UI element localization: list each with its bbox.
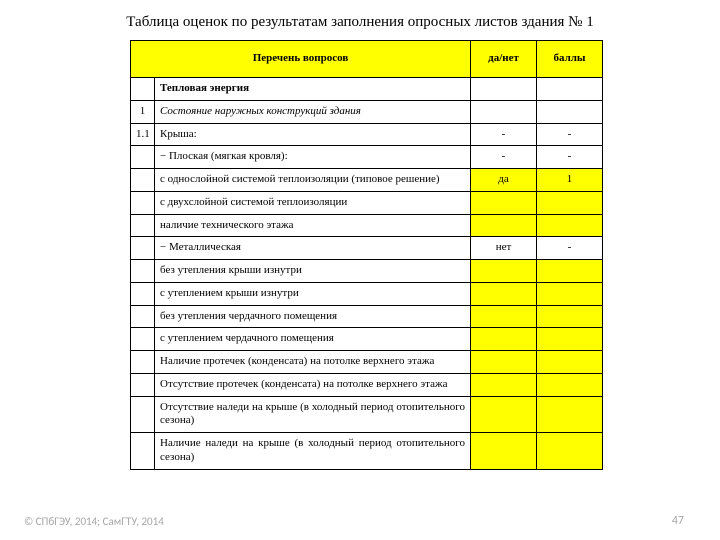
row-score [537,78,603,101]
row-yn [471,396,537,433]
table-row: с однослойной системой теплоизоляции (ти… [131,169,603,192]
row-text: Наличие наледи на крыше (в холодный пери… [155,433,471,470]
row-number [131,433,155,470]
row-text: Наличие протечек (конденсата) на потолке… [155,351,471,374]
table-row: − Плоская (мягкая кровля):-- [131,146,603,169]
table-row: с двухслойной системой теплоизоляции [131,191,603,214]
row-score [537,433,603,470]
row-text: Отсутствие наледи на крыше (в холодный п… [155,396,471,433]
row-number [131,169,155,192]
row-score [537,305,603,328]
row-text: с однослойной системой теплоизоляции (ти… [155,169,471,192]
row-score [537,351,603,374]
row-score: 1 [537,169,603,192]
table-row: Наличие протечек (конденсата) на потолке… [131,351,603,374]
table-row: Тепловая энергия [131,78,603,101]
row-number [131,214,155,237]
table-row: с утеплением чердачного помещения [131,328,603,351]
row-number: 1.1 [131,123,155,146]
table-row: наличие технического этажа [131,214,603,237]
header-score: баллы [537,41,603,78]
row-score [537,260,603,283]
row-text: − Металлическая [155,237,471,260]
row-text: наличие технического этажа [155,214,471,237]
header-questions: Перечень вопросов [131,41,471,78]
header-yn: да/нет [471,41,537,78]
row-yn [471,214,537,237]
row-number [131,191,155,214]
row-number: 1 [131,100,155,123]
row-yn [471,282,537,305]
row-number [131,78,155,101]
row-number [131,305,155,328]
row-text: Тепловая энергия [155,78,471,101]
row-number [131,373,155,396]
table-body: Перечень вопросов да/нет баллы Тепловая … [131,41,603,470]
scores-table: Перечень вопросов да/нет баллы Тепловая … [130,40,603,470]
row-text: с двухслойной системой теплоизоляции [155,191,471,214]
row-yn [471,100,537,123]
row-text: Крыша: [155,123,471,146]
row-number [131,237,155,260]
table-row: 1.1Крыша:-- [131,123,603,146]
row-score [537,191,603,214]
row-number [131,282,155,305]
row-yn [471,260,537,283]
table-row: с утеплением крыши изнутри [131,282,603,305]
row-text: без утепления чердачного помещения [155,305,471,328]
table-row: Отсутствие протечек (конденсата) на пото… [131,373,603,396]
table-container: Перечень вопросов да/нет баллы Тепловая … [130,40,602,470]
table-row: Наличие наледи на крыше (в холодный пери… [131,433,603,470]
page: Таблица оценок по результатам заполнения… [0,0,720,540]
row-yn [471,351,537,374]
row-score [537,214,603,237]
row-score [537,100,603,123]
row-text: с утеплением крыши изнутри [155,282,471,305]
page-title: Таблица оценок по результатам заполнения… [0,14,720,31]
row-number [131,260,155,283]
row-yn: - [471,123,537,146]
table-header-row: Перечень вопросов да/нет баллы [131,41,603,78]
table-row: Отсутствие наледи на крыше (в холодный п… [131,396,603,433]
row-score [537,328,603,351]
table-row: без утепления крыши изнутри [131,260,603,283]
row-yn: да [471,169,537,192]
row-number [131,328,155,351]
table-row: без утепления чердачного помещения [131,305,603,328]
row-yn [471,373,537,396]
row-yn [471,328,537,351]
row-yn: нет [471,237,537,260]
page-number: 47 [672,514,684,528]
row-number [131,396,155,433]
row-score: - [537,146,603,169]
row-score [537,282,603,305]
row-score [537,373,603,396]
row-number [131,351,155,374]
row-score [537,396,603,433]
row-yn [471,433,537,470]
row-yn: - [471,146,537,169]
row-yn [471,191,537,214]
row-yn [471,305,537,328]
row-score: - [537,123,603,146]
row-text: с утеплением чердачного помещения [155,328,471,351]
row-yn [471,78,537,101]
copyright: © СПбГЭУ, 2014; СамГТУ, 2014 [24,515,164,528]
row-number [131,146,155,169]
row-text: Состояние наружных конструкций здания [155,100,471,123]
row-text: − Плоская (мягкая кровля): [155,146,471,169]
table-row: 1Состояние наружных конструкций здания [131,100,603,123]
row-text: Отсутствие протечек (конденсата) на пото… [155,373,471,396]
row-text: без утепления крыши изнутри [155,260,471,283]
row-score: - [537,237,603,260]
table-row: − Металлическаянет- [131,237,603,260]
